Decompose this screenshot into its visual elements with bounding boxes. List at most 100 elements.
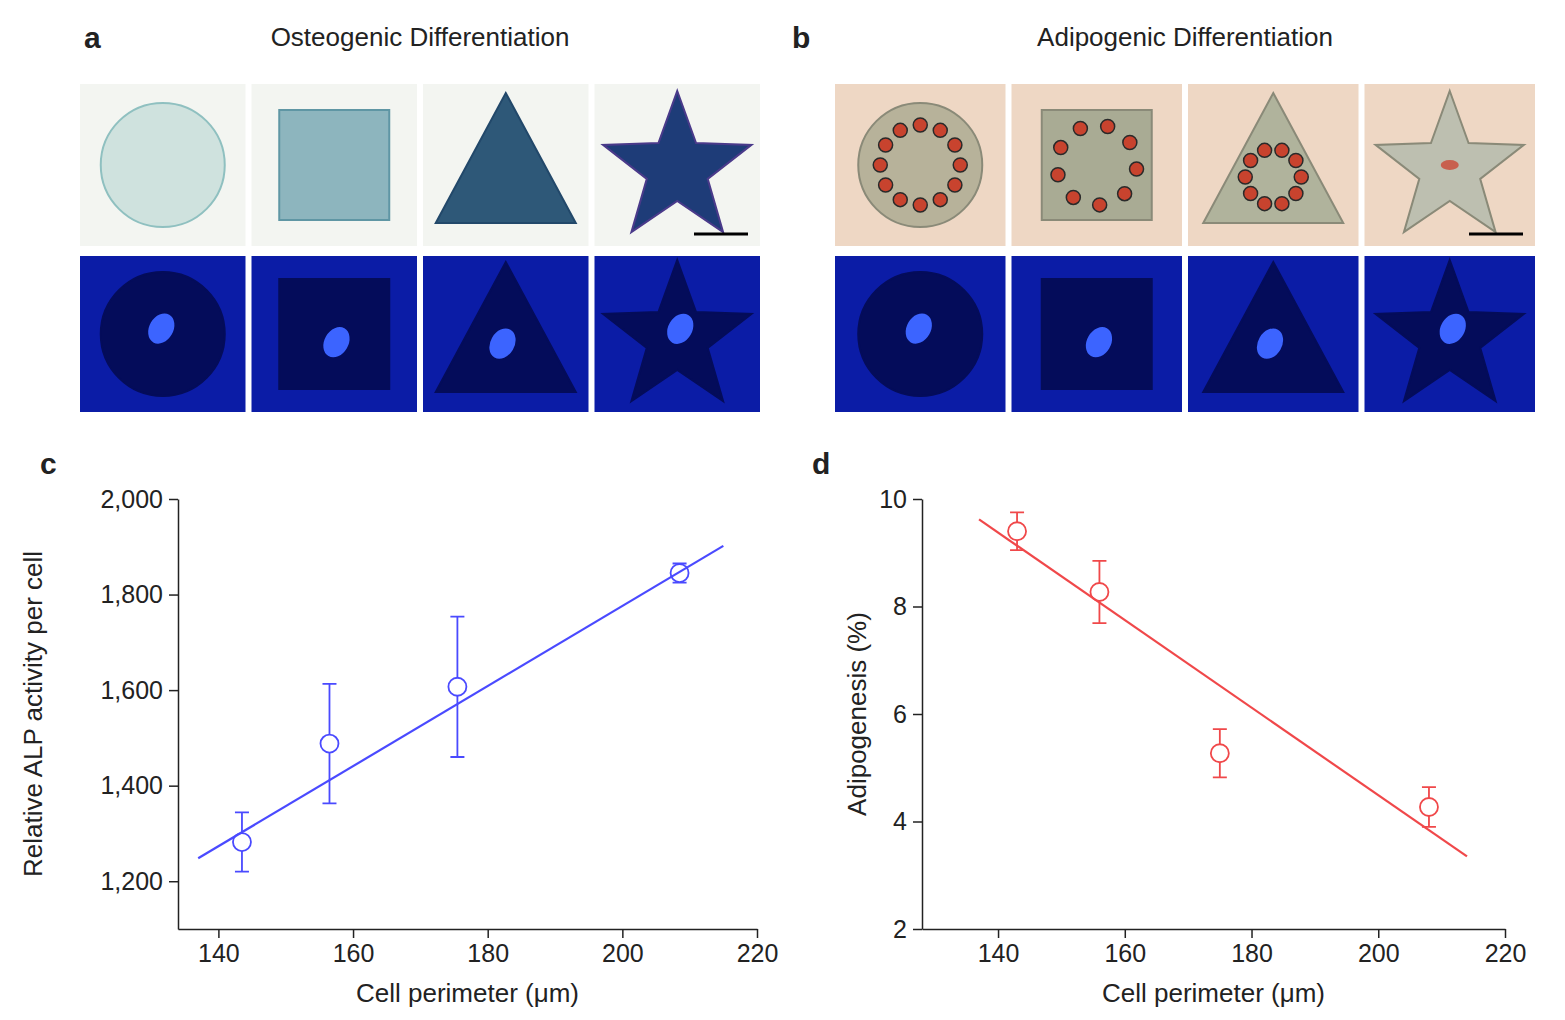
tile-background xyxy=(1365,256,1536,412)
y-axis-line xyxy=(178,500,180,930)
micrograph-tile xyxy=(423,84,589,246)
x-axis-title: Cell perimeter (μm) xyxy=(356,978,579,1008)
fluorescence-tile xyxy=(1365,256,1536,412)
x-tick: 220 xyxy=(737,929,779,967)
x-tick-label: 180 xyxy=(467,939,509,967)
lipid-droplet xyxy=(1101,120,1115,134)
lipid-droplet xyxy=(1289,186,1303,200)
lipid-droplet xyxy=(893,123,907,137)
scale-bar xyxy=(694,233,748,236)
panel-label: c xyxy=(40,447,57,480)
x-tick: 180 xyxy=(1231,929,1273,967)
panel-title: Adipogenic Differentiation xyxy=(1037,22,1333,52)
triangle-shape xyxy=(436,262,576,392)
tile-background xyxy=(835,84,1006,246)
x-tick-mark xyxy=(757,929,759,938)
y-tick-label: 6 xyxy=(893,700,907,728)
x-tick: 160 xyxy=(1104,929,1146,967)
square-shape xyxy=(1042,110,1152,220)
y-axis-title: Relative ALP activity per cell xyxy=(18,551,48,877)
y-tick-label: 1,200 xyxy=(100,867,163,895)
lipid-droplet xyxy=(879,138,893,152)
y-tick-mark xyxy=(169,881,178,883)
triangle-shape xyxy=(1203,262,1343,392)
y-tick-label: 1,600 xyxy=(100,676,163,704)
circle-shape xyxy=(858,103,982,227)
tile-background xyxy=(252,84,418,246)
tile-background xyxy=(423,256,589,412)
y-tick-mark xyxy=(913,714,922,716)
tile-background xyxy=(1188,256,1359,412)
y-tick: 6 xyxy=(893,700,922,728)
y-tick-mark xyxy=(913,821,922,823)
fluorescence-tile xyxy=(1188,256,1359,412)
tile-background xyxy=(595,84,761,246)
lipid-droplet xyxy=(1289,154,1303,168)
y-tick-mark xyxy=(913,929,922,931)
tile-background xyxy=(1365,84,1536,246)
x-tick-mark xyxy=(1251,929,1253,938)
x-tick: 200 xyxy=(602,929,644,967)
y-tick: 2 xyxy=(893,915,922,943)
x-axis-title: Cell perimeter (μm) xyxy=(1102,978,1325,1008)
triangle-shape xyxy=(436,93,576,223)
fluorescence-tile xyxy=(80,256,246,412)
nucleus xyxy=(1434,309,1471,349)
y-tick-label: 10 xyxy=(879,485,907,513)
square-shape xyxy=(1042,279,1152,389)
x-axis: 140160180200220 xyxy=(923,929,1527,967)
x-tick-label: 160 xyxy=(333,939,375,967)
fluorescence-tile xyxy=(1012,256,1183,412)
y-tick: 1,800 xyxy=(100,580,178,608)
fluorescence-tile xyxy=(252,256,418,412)
lipid-droplet xyxy=(1275,143,1289,157)
fluorescence-tile xyxy=(835,256,1006,412)
lipid-droplet xyxy=(948,138,962,152)
y-axis: 1,2001,4001,6001,8002,000 xyxy=(100,485,178,930)
lipid-droplet xyxy=(913,118,927,132)
star-shape xyxy=(603,91,751,232)
lipid-droplet xyxy=(1244,186,1258,200)
tile-background xyxy=(423,84,589,246)
star-shape xyxy=(603,260,751,401)
micrograph-tile xyxy=(252,84,418,246)
nucleus xyxy=(484,324,521,364)
y-axis-title: Adipogenesis (%) xyxy=(842,612,872,816)
lipid-droplet xyxy=(1244,154,1258,168)
x-tick-mark xyxy=(487,929,489,938)
x-tick-mark xyxy=(998,929,1000,938)
nucleus xyxy=(318,322,355,362)
x-tick: 140 xyxy=(978,929,1020,967)
x-axis-line xyxy=(923,929,1506,931)
x-tick-mark xyxy=(1125,929,1127,938)
lipid-droplet xyxy=(893,193,907,207)
lipid-droplet xyxy=(1054,141,1068,155)
fit-line xyxy=(198,546,723,858)
lipid-droplet xyxy=(1258,197,1272,211)
micrograph-tile xyxy=(1012,84,1183,246)
tile-background xyxy=(80,256,246,412)
y-tick: 1,200 xyxy=(100,867,178,895)
x-tick-mark xyxy=(622,929,624,938)
x-tick-label: 140 xyxy=(978,939,1020,967)
y-tick-mark xyxy=(169,785,178,787)
nucleus xyxy=(662,309,699,349)
x-tick-mark xyxy=(218,929,220,938)
x-tick-label: 180 xyxy=(1231,939,1273,967)
star-shape xyxy=(1376,260,1524,401)
circle-shape xyxy=(858,272,982,396)
micrograph-tile xyxy=(835,84,1006,246)
triangle-shape xyxy=(1203,93,1343,223)
circle-shape xyxy=(101,272,225,396)
micrograph-tile xyxy=(595,84,761,246)
lipid-droplet xyxy=(1123,136,1137,150)
tile-background xyxy=(1012,256,1183,412)
lipid-droplet xyxy=(1118,187,1132,201)
y-tick: 1,400 xyxy=(100,771,178,799)
nucleus xyxy=(1252,324,1289,364)
y-tick-label: 2 xyxy=(893,915,907,943)
tile-background xyxy=(80,84,246,246)
star-shape xyxy=(1376,91,1524,232)
panel-label: d xyxy=(812,447,830,480)
lipid-droplet xyxy=(1275,197,1289,211)
